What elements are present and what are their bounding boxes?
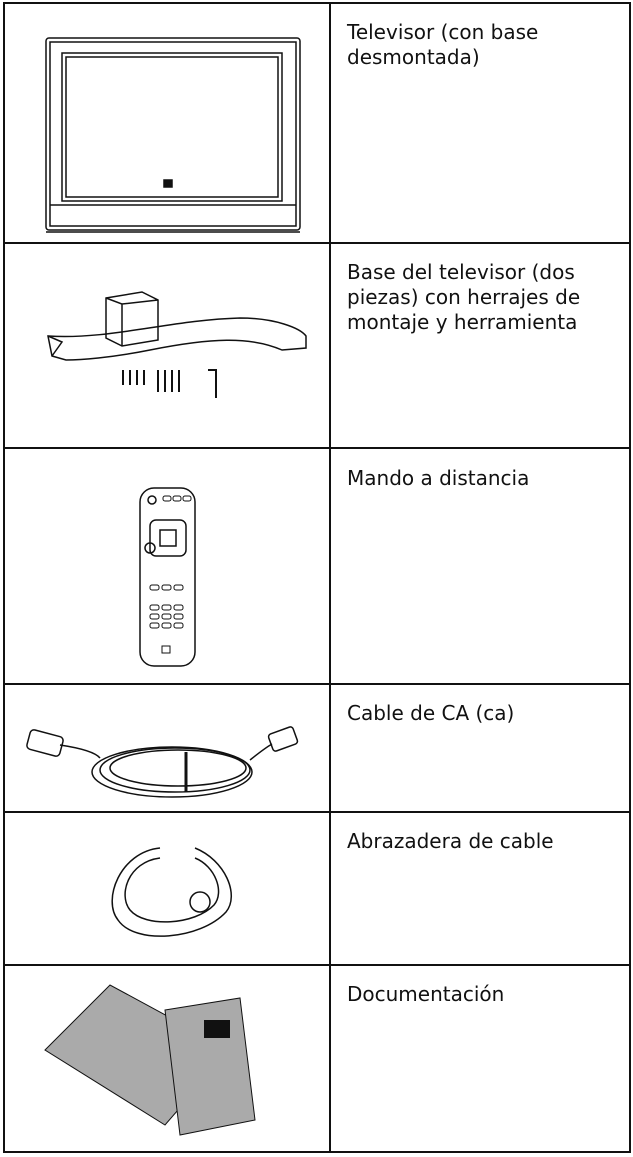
row-dividers (4, 242, 630, 966)
stand-illustration (47, 291, 307, 398)
item-text: Mando a distancia (347, 466, 530, 490)
documents-illustration (44, 984, 256, 1136)
item-text: Televisor (con base desmontada) (347, 20, 539, 69)
item-text: Abrazadera de cable (347, 829, 554, 853)
cord-illustration (26, 726, 299, 798)
item-text: Base del televisor (dos piezas) con herr… (347, 260, 581, 334)
item-text: Cable de CA (ca) (347, 701, 515, 725)
item-text: Documentación (347, 982, 505, 1006)
clamp-illustration (111, 847, 232, 937)
tv-illustration (45, 37, 301, 233)
table-border (3, 2, 631, 1153)
remote-illustration (139, 487, 196, 667)
